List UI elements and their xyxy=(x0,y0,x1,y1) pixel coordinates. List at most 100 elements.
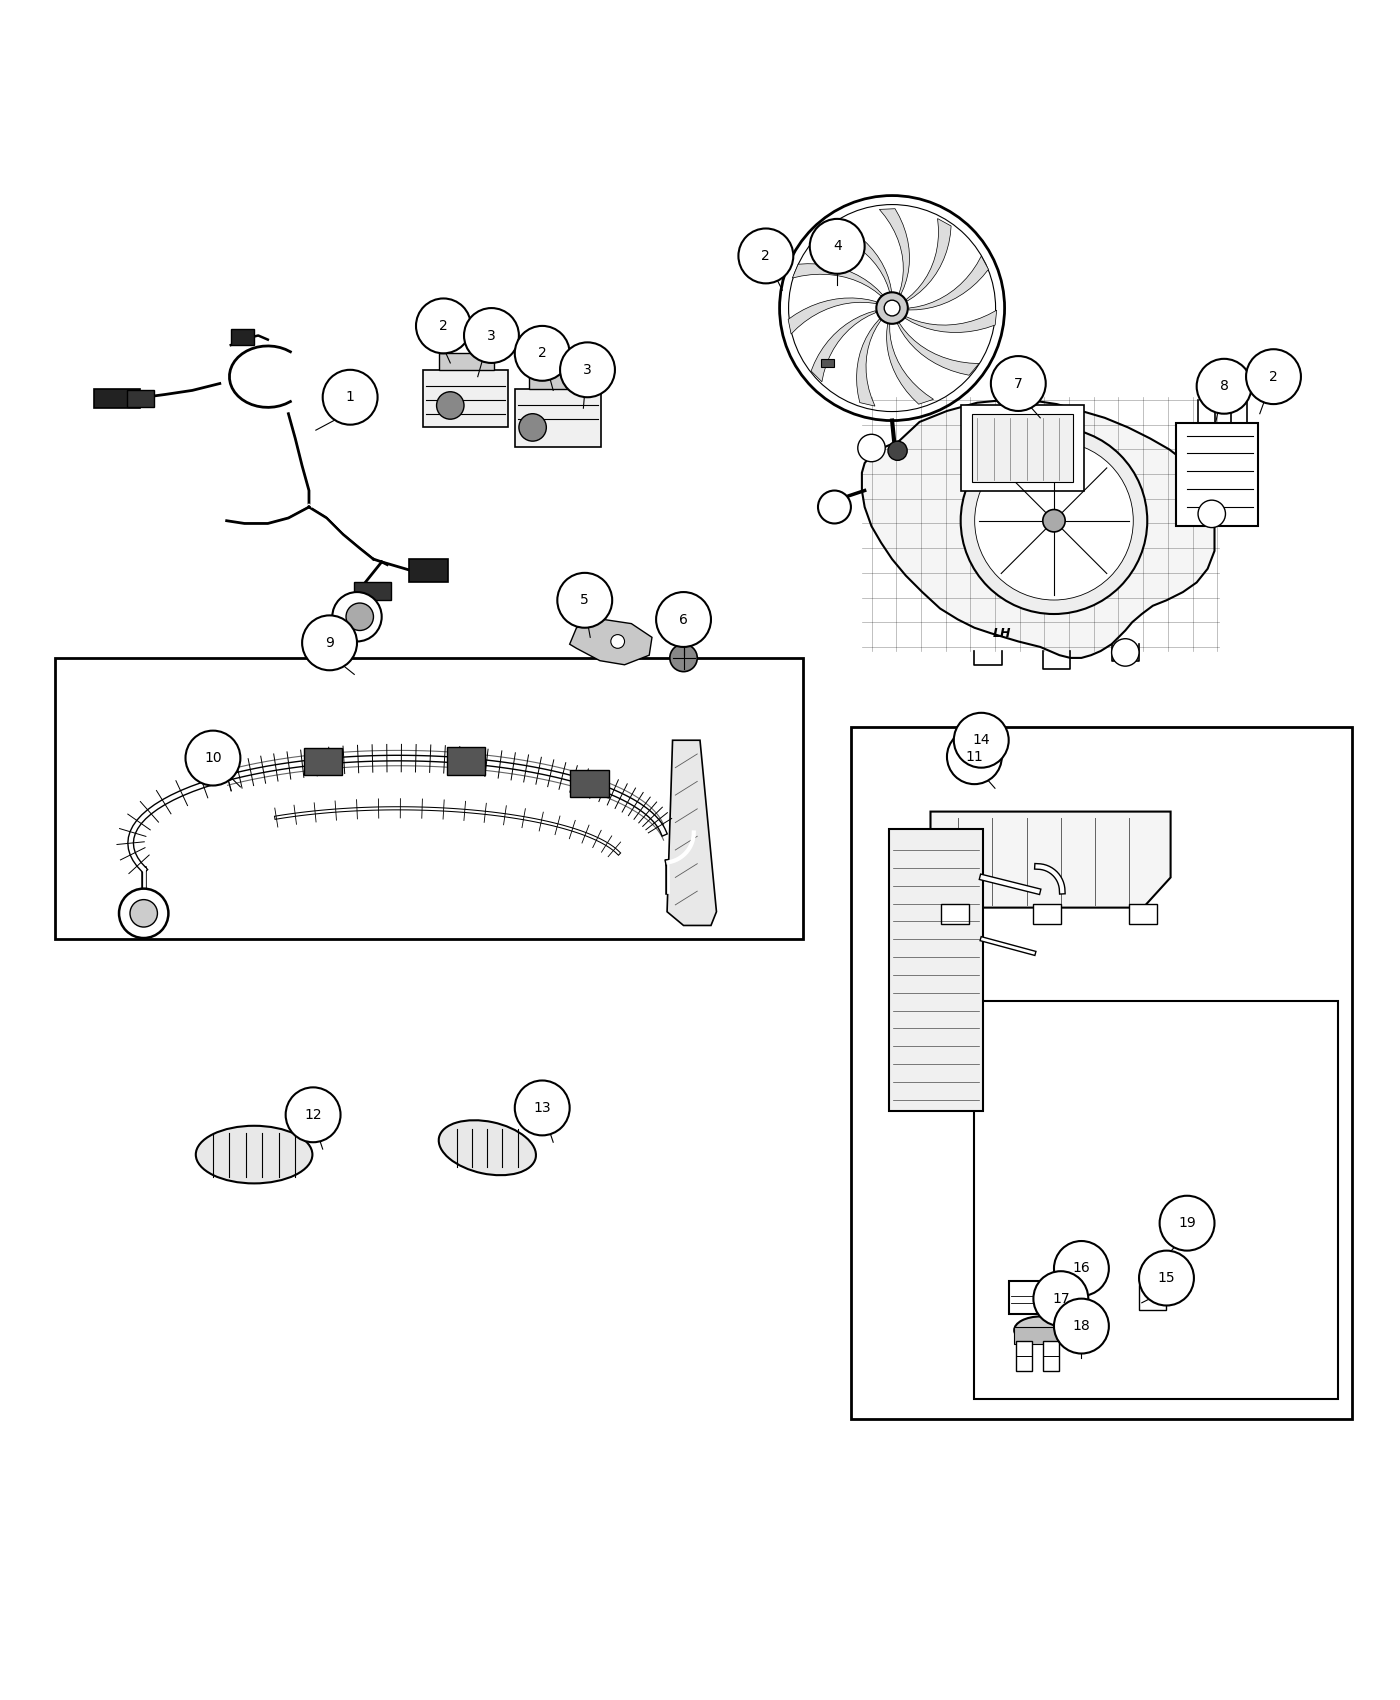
Text: 3: 3 xyxy=(487,328,496,342)
Bar xyxy=(304,748,342,775)
Text: 2: 2 xyxy=(762,248,770,264)
Circle shape xyxy=(322,371,378,425)
Circle shape xyxy=(346,604,374,631)
Text: 4: 4 xyxy=(833,240,841,253)
Text: 15: 15 xyxy=(1158,1272,1175,1285)
Circle shape xyxy=(119,889,168,938)
Circle shape xyxy=(1033,1272,1088,1326)
Text: 9: 9 xyxy=(325,636,335,649)
Circle shape xyxy=(1246,348,1301,405)
Circle shape xyxy=(669,644,697,672)
Circle shape xyxy=(818,491,851,524)
Polygon shape xyxy=(886,323,934,405)
Circle shape xyxy=(1054,1299,1109,1353)
Circle shape xyxy=(974,442,1133,600)
Circle shape xyxy=(991,355,1046,411)
Bar xyxy=(55,658,804,938)
Ellipse shape xyxy=(196,1125,312,1183)
Circle shape xyxy=(1198,500,1225,527)
Text: 12: 12 xyxy=(304,1108,322,1122)
Bar xyxy=(974,1001,1338,1399)
Circle shape xyxy=(953,712,1008,768)
Circle shape xyxy=(657,592,711,648)
Circle shape xyxy=(185,731,241,785)
Circle shape xyxy=(885,301,900,316)
Circle shape xyxy=(780,196,1005,420)
Bar xyxy=(1033,903,1061,925)
Polygon shape xyxy=(820,359,834,367)
Polygon shape xyxy=(231,328,255,345)
Polygon shape xyxy=(440,354,494,371)
Circle shape xyxy=(610,634,624,648)
Text: 2: 2 xyxy=(1270,369,1278,384)
Circle shape xyxy=(463,308,519,362)
Polygon shape xyxy=(126,391,154,406)
Bar xyxy=(972,413,1074,483)
Ellipse shape xyxy=(438,1120,536,1175)
Polygon shape xyxy=(788,298,876,333)
Circle shape xyxy=(788,204,995,411)
Polygon shape xyxy=(570,619,652,665)
Text: 11: 11 xyxy=(966,750,983,763)
Text: 16: 16 xyxy=(1072,1261,1091,1275)
Text: 2: 2 xyxy=(440,320,448,333)
Circle shape xyxy=(437,391,463,420)
Circle shape xyxy=(738,228,794,284)
Circle shape xyxy=(515,1081,570,1136)
Circle shape xyxy=(1043,510,1065,532)
Circle shape xyxy=(332,592,382,641)
Polygon shape xyxy=(409,559,448,583)
Text: 17: 17 xyxy=(1051,1292,1070,1306)
Bar xyxy=(1015,1341,1032,1372)
Text: 14: 14 xyxy=(973,733,990,748)
Polygon shape xyxy=(906,219,951,301)
Circle shape xyxy=(557,573,612,627)
Bar xyxy=(941,903,969,925)
Circle shape xyxy=(1054,1241,1109,1295)
Text: 5: 5 xyxy=(581,593,589,607)
Polygon shape xyxy=(904,309,997,333)
Polygon shape xyxy=(666,740,717,925)
Text: 6: 6 xyxy=(679,612,687,627)
Polygon shape xyxy=(529,372,588,389)
Polygon shape xyxy=(94,389,140,408)
Circle shape xyxy=(519,413,546,440)
Bar xyxy=(1008,1280,1079,1314)
Polygon shape xyxy=(897,323,979,376)
Bar xyxy=(570,770,609,797)
Bar xyxy=(1043,1341,1060,1372)
Bar xyxy=(447,746,484,775)
Bar xyxy=(851,726,1351,1420)
Circle shape xyxy=(1197,359,1252,413)
Text: 1: 1 xyxy=(346,391,354,405)
Polygon shape xyxy=(811,311,876,382)
Circle shape xyxy=(416,299,470,354)
Polygon shape xyxy=(354,583,392,600)
Text: 7: 7 xyxy=(1014,376,1022,391)
Circle shape xyxy=(888,440,907,461)
Text: 18: 18 xyxy=(1072,1319,1091,1333)
Circle shape xyxy=(1159,1195,1215,1251)
Polygon shape xyxy=(423,371,508,427)
Text: 13: 13 xyxy=(533,1102,552,1115)
Circle shape xyxy=(130,899,157,927)
Polygon shape xyxy=(909,257,988,309)
Circle shape xyxy=(876,292,907,323)
Bar xyxy=(889,830,983,1110)
Text: LH: LH xyxy=(993,627,1011,639)
Circle shape xyxy=(946,729,1002,784)
Circle shape xyxy=(286,1088,340,1142)
Bar xyxy=(1176,423,1259,527)
Circle shape xyxy=(1140,1251,1194,1306)
Bar xyxy=(1014,1328,1067,1345)
Ellipse shape xyxy=(1014,1316,1067,1345)
Circle shape xyxy=(1112,639,1140,666)
Circle shape xyxy=(960,427,1147,614)
Circle shape xyxy=(809,219,865,274)
Polygon shape xyxy=(515,389,601,447)
Circle shape xyxy=(302,615,357,670)
Polygon shape xyxy=(857,320,881,406)
Polygon shape xyxy=(862,400,1215,658)
Text: 8: 8 xyxy=(1219,379,1229,393)
Text: 2: 2 xyxy=(538,347,546,360)
